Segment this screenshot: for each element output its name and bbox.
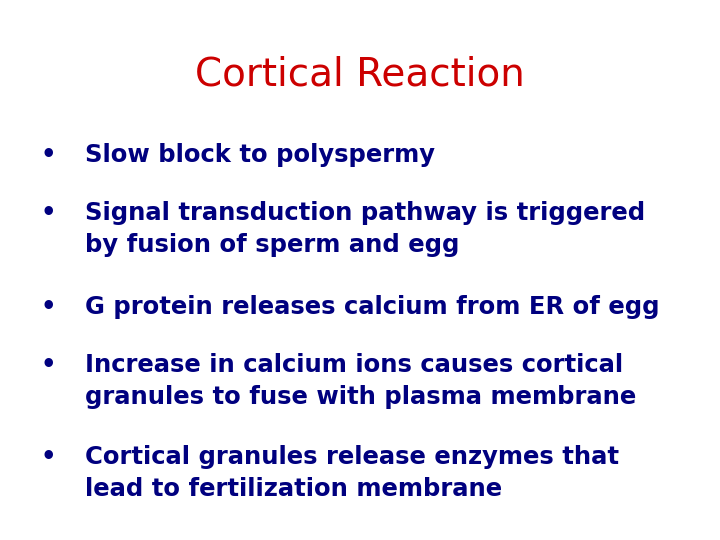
Text: G protein releases calcium from ER of egg: G protein releases calcium from ER of eg… [85, 295, 660, 319]
Text: Signal transduction pathway is triggered: Signal transduction pathway is triggered [85, 201, 645, 225]
Text: •: • [40, 295, 55, 319]
Text: Cortical Reaction: Cortical Reaction [195, 56, 525, 94]
Text: granules to fuse with plasma membrane: granules to fuse with plasma membrane [85, 385, 636, 409]
Text: •: • [40, 445, 55, 469]
Text: •: • [40, 353, 55, 377]
Text: Cortical granules release enzymes that: Cortical granules release enzymes that [85, 445, 619, 469]
Text: by fusion of sperm and egg: by fusion of sperm and egg [85, 233, 459, 257]
Text: Slow block to polyspermy: Slow block to polyspermy [85, 143, 435, 167]
Text: •: • [40, 143, 55, 167]
Text: •: • [40, 201, 55, 225]
Text: Increase in calcium ions causes cortical: Increase in calcium ions causes cortical [85, 353, 623, 377]
Text: lead to fertilization membrane: lead to fertilization membrane [85, 477, 502, 501]
